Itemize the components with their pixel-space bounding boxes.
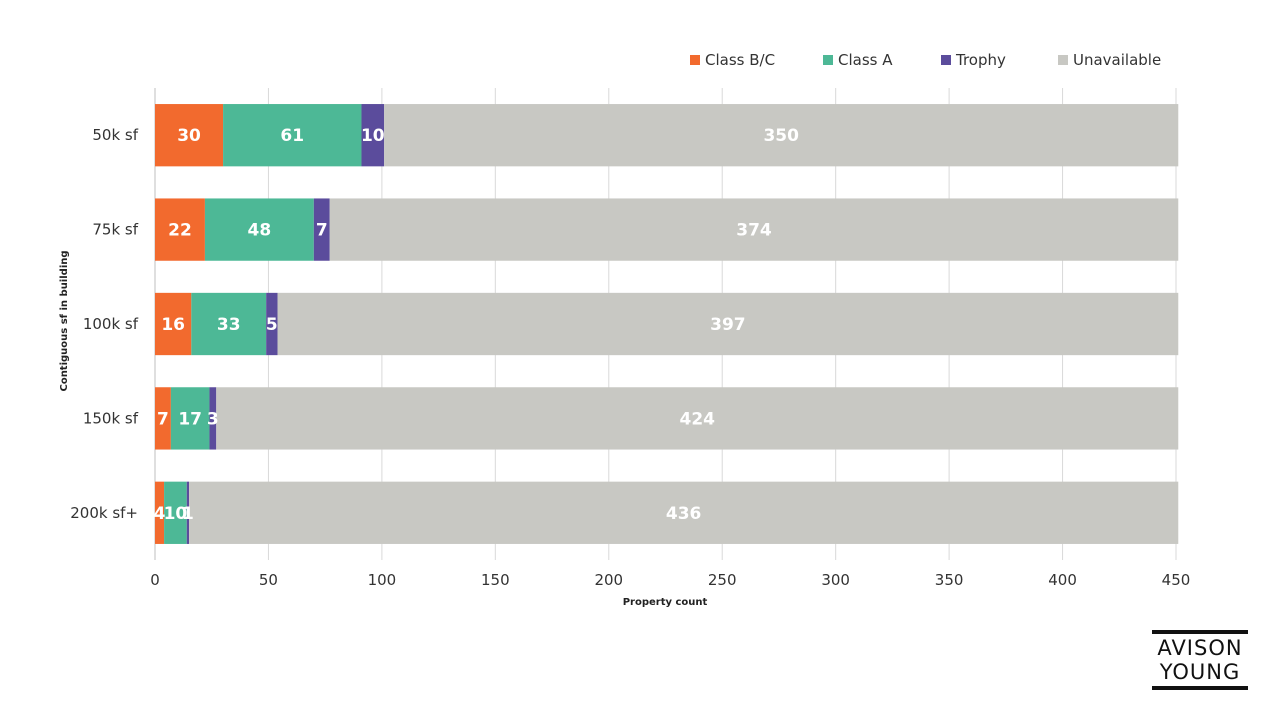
bar-segment — [155, 104, 224, 167]
bar-segment — [170, 387, 210, 450]
bar-segment — [191, 292, 267, 356]
bar-segment — [266, 292, 278, 356]
bar-segment — [204, 198, 314, 261]
data-label: 16 — [161, 315, 185, 335]
x-tick-label: 400 — [1048, 571, 1077, 589]
legend-swatch — [690, 55, 700, 65]
x-axis-title: Property count — [623, 597, 708, 608]
data-label: 397 — [710, 315, 746, 335]
data-label: 1 — [182, 504, 194, 524]
bar-segment — [155, 292, 192, 356]
legend-swatch — [823, 55, 833, 65]
data-label: 374 — [736, 221, 772, 241]
bars — [155, 104, 1179, 544]
data-label: 3 — [207, 409, 219, 429]
x-tick-label: 50 — [259, 571, 278, 589]
y-axis-ticks: 50k sf 75k sf 100k sf 150k sf 200k sf+ — [70, 126, 138, 522]
data-label: 350 — [763, 126, 799, 146]
data-label: 61 — [280, 126, 304, 146]
legend: Class B/C Class A Trophy Unavailable — [690, 51, 1161, 69]
data-label: 22 — [168, 221, 192, 241]
x-tick-label: 450 — [1162, 571, 1191, 589]
x-axis-ticks: 0 50 100 150 200 250 300 350 400 450 — [150, 571, 1190, 589]
y-tick-label: 75k sf — [92, 221, 138, 239]
bar-segment — [155, 481, 165, 544]
bar-segment — [189, 481, 1179, 544]
y-tick-label: 200k sf+ — [70, 504, 138, 522]
bar-segment — [223, 104, 362, 167]
legend-label: Class B/C — [705, 51, 775, 69]
y-axis-title: Contiguous sf in building — [59, 250, 70, 391]
bar-segment — [277, 292, 1179, 356]
data-label: 5 — [266, 315, 278, 335]
data-label: 7 — [157, 409, 169, 429]
x-tick-label: 300 — [821, 571, 850, 589]
bar-segment — [384, 104, 1179, 167]
avison-young-logo: AVISON YOUNG — [1152, 630, 1248, 690]
x-tick-label: 100 — [368, 571, 397, 589]
bar-segment — [329, 198, 1179, 261]
legend-label: Unavailable — [1073, 51, 1161, 69]
data-label: 7 — [316, 221, 328, 241]
data-label: 424 — [680, 409, 716, 429]
data-label: 10 — [361, 126, 385, 146]
x-tick-label: 250 — [708, 571, 737, 589]
bar-segment — [313, 198, 330, 261]
bar-segment — [164, 481, 187, 544]
bar-segment — [216, 387, 1179, 450]
x-tick-label: 350 — [935, 571, 964, 589]
bar-segment — [361, 104, 385, 167]
bar-segment — [186, 481, 190, 544]
logo-line-1: AVISON — [1157, 636, 1243, 660]
x-tick-label: 0 — [150, 571, 160, 589]
data-label: 30 — [177, 126, 201, 146]
data-label: 10 — [164, 504, 188, 524]
legend-swatch — [941, 55, 951, 65]
bar-segment — [155, 198, 205, 261]
data-label: 48 — [248, 221, 272, 241]
legend-swatch — [1058, 55, 1068, 65]
y-tick-label: 100k sf — [83, 315, 139, 333]
y-tick-label: 150k sf — [83, 409, 139, 427]
legend-label: Class A — [838, 51, 893, 69]
data-label: 33 — [217, 315, 241, 335]
logo-line-2: YOUNG — [1159, 660, 1241, 684]
x-tick-label: 150 — [481, 571, 510, 589]
data-label: 4 — [154, 504, 166, 524]
x-tick-label: 200 — [594, 571, 623, 589]
y-tick-label: 50k sf — [92, 126, 138, 144]
bar-segment — [209, 387, 217, 450]
data-label: 17 — [178, 409, 202, 429]
bar-segment — [155, 387, 171, 450]
data-label: 436 — [666, 504, 702, 524]
legend-label: Trophy — [955, 51, 1006, 69]
